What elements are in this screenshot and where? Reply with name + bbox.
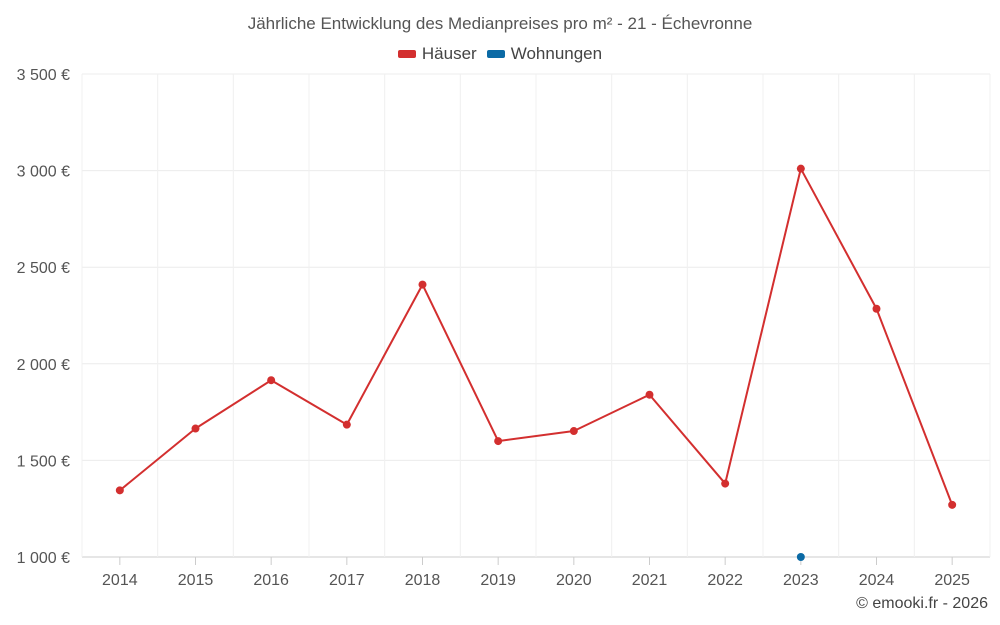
data-point-0 bbox=[494, 437, 503, 446]
y-tick-label: 1 000 € bbox=[17, 550, 70, 567]
data-point-0 bbox=[948, 500, 957, 509]
series bbox=[115, 164, 957, 561]
y-tick-label: 3 500 € bbox=[17, 67, 70, 84]
legend-swatch-wohnungen bbox=[486, 50, 505, 58]
legend-label-haeuser: Häuser bbox=[421, 44, 477, 63]
legend: Häuser Wohnungen bbox=[0, 44, 1000, 64]
legend-item-wohnungen[interactable]: Wohnungen bbox=[486, 44, 603, 64]
x-tick-label: 2018 bbox=[405, 572, 441, 589]
legend-label-wohnungen: Wohnungen bbox=[510, 44, 603, 63]
data-point-0 bbox=[721, 479, 730, 488]
data-point-0 bbox=[418, 280, 427, 289]
data-point-0 bbox=[872, 304, 881, 313]
x-tick-label: 2016 bbox=[253, 572, 289, 589]
y-tick-label: 3 000 € bbox=[17, 164, 70, 181]
x-tick-label: 2020 bbox=[556, 572, 592, 589]
data-point-0 bbox=[645, 390, 654, 399]
data-point-0 bbox=[342, 420, 351, 429]
x-tick-label: 2021 bbox=[632, 572, 668, 589]
y-tick-label: 2 000 € bbox=[17, 357, 70, 374]
x-tick-label: 2022 bbox=[707, 572, 743, 589]
x-tick-label: 2019 bbox=[480, 572, 516, 589]
legend-item-haeuser[interactable]: Häuser bbox=[397, 44, 477, 64]
series-line-0 bbox=[119, 167, 954, 506]
x-tick-label: 2023 bbox=[783, 572, 819, 589]
data-point-0 bbox=[796, 164, 805, 173]
data-point-1 bbox=[796, 553, 805, 561]
axes: 1 000 € 1 500 € 2 000 € 2 500 € 3 000 € 3 500… bbox=[17, 67, 970, 589]
data-point-0 bbox=[569, 427, 578, 436]
chart-title: Jährliche Entwicklung des Medianpreises … bbox=[247, 14, 753, 33]
grid bbox=[81, 73, 991, 558]
x-tick-label: 2014 bbox=[102, 572, 138, 589]
credit-text: © emooki.fr - 2026 bbox=[856, 595, 988, 612]
data-point-0 bbox=[115, 486, 124, 495]
y-tick-label: 1 500 € bbox=[17, 453, 70, 470]
x-tick-label: 2015 bbox=[178, 572, 214, 589]
data-point-0 bbox=[267, 376, 276, 385]
legend-swatch-haeuser bbox=[397, 50, 416, 58]
x-tick-label: 2025 bbox=[934, 572, 970, 589]
data-point-0 bbox=[191, 424, 200, 433]
y-tick-label: 2 500 € bbox=[17, 260, 70, 277]
x-tick-label: 2024 bbox=[859, 572, 895, 589]
x-tick-label: 2017 bbox=[329, 572, 365, 589]
